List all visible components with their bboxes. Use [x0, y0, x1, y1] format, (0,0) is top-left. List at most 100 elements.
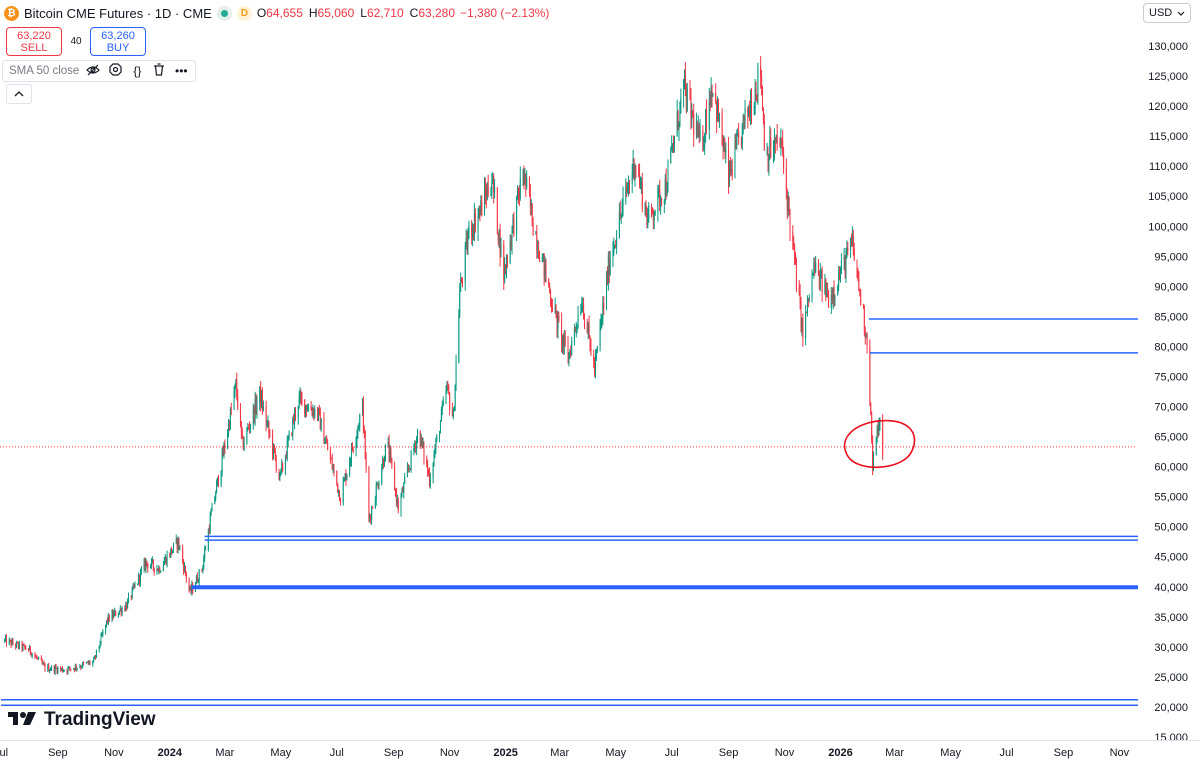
candle-body	[548, 278, 550, 287]
candle-body	[710, 88, 712, 105]
candle-body	[28, 649, 30, 651]
candle-body	[574, 327, 576, 329]
candle-body	[542, 253, 544, 258]
candle-body	[301, 397, 303, 400]
candle-body	[44, 664, 46, 671]
candle-body	[580, 311, 582, 315]
candle-body	[496, 187, 498, 234]
candle-body	[397, 500, 399, 512]
candle-body	[70, 668, 72, 670]
candle-body	[645, 203, 647, 215]
candle-body	[618, 211, 620, 238]
candle-body	[734, 141, 736, 177]
time-tick-label: Sep	[719, 747, 739, 759]
candle-body	[558, 315, 560, 321]
candle-body	[659, 188, 661, 207]
candle-body	[596, 346, 598, 352]
candle-body	[320, 418, 322, 430]
candle-body	[319, 411, 321, 430]
candle-body	[684, 75, 686, 88]
candle-body	[729, 161, 731, 173]
more-icon[interactable]: •••	[175, 64, 188, 78]
indicator-legend[interactable]: SMA 50 close {} •••	[2, 60, 197, 82]
candle-body	[256, 402, 258, 412]
buy-button[interactable]: 63,260 BUY	[90, 27, 146, 56]
collapse-legend-button[interactable]	[6, 84, 32, 104]
candle-body	[355, 440, 357, 451]
candle-body	[562, 335, 564, 347]
candle-body	[125, 604, 127, 611]
settings-icon[interactable]	[107, 63, 123, 79]
candle-body	[460, 279, 462, 292]
candle-body	[166, 554, 168, 565]
trash-icon[interactable]	[151, 63, 167, 79]
freehand-circle-annotation[interactable]	[843, 419, 916, 468]
candle-body	[800, 301, 802, 330]
eye-hidden-icon[interactable]	[85, 64, 101, 79]
candle-body	[243, 442, 245, 449]
candle-body	[847, 247, 849, 251]
candle-body	[736, 136, 738, 147]
candle-body	[132, 585, 134, 589]
candle-body	[339, 490, 341, 501]
delayed-data-badge[interactable]: D	[236, 5, 252, 21]
candle-body	[773, 151, 775, 156]
candlestick-series	[0, 56, 1136, 675]
candle-body	[478, 209, 480, 216]
candle-body	[593, 355, 595, 362]
candle-body	[754, 88, 756, 107]
tradingview-logo[interactable]: TradingView	[8, 709, 156, 731]
chevron-up-icon	[14, 91, 24, 97]
time-tick-label: Jul	[665, 747, 679, 759]
candle-body	[118, 610, 120, 614]
candle-body	[685, 87, 687, 110]
candle-body	[763, 120, 765, 151]
indicator-name[interactable]: SMA 50 close	[9, 65, 80, 77]
candle-body	[10, 640, 12, 646]
candle-body	[802, 318, 804, 339]
candle-body	[152, 560, 154, 568]
candle-body	[145, 560, 147, 570]
candle-body	[224, 444, 226, 449]
candle-body	[331, 459, 333, 469]
candle-body	[439, 421, 441, 434]
chevron-down-icon	[1177, 11, 1185, 16]
candle-body	[445, 392, 447, 400]
candle-body	[806, 298, 808, 313]
candle-body	[878, 424, 880, 436]
price-tick-label: 30,000	[1154, 642, 1188, 654]
bitcoin-icon[interactable]: ₿	[4, 5, 19, 21]
candle-body	[472, 230, 474, 236]
candle-body	[583, 305, 585, 319]
candle-body	[182, 547, 184, 562]
currency-selector[interactable]: USD	[1143, 3, 1191, 23]
candle-body	[22, 644, 24, 650]
price-axis-bg[interactable]	[1138, 0, 1200, 740]
sell-price: 63,220	[17, 29, 51, 42]
candle-body	[61, 668, 63, 670]
market-open-icon[interactable]	[216, 5, 232, 21]
sell-button[interactable]: 63,220 SELL	[6, 27, 62, 56]
candle-body	[83, 662, 85, 664]
candle-body	[95, 649, 97, 658]
candle-body	[163, 561, 165, 565]
candle-body	[459, 291, 461, 316]
symbol-title[interactable]: Bitcoin CME Futures · 1D · CME	[24, 5, 212, 21]
price-tick-label: 85,000	[1154, 311, 1188, 323]
candle-body	[658, 188, 660, 190]
candle-body	[628, 183, 630, 190]
candle-body	[875, 436, 877, 455]
candle-body	[47, 665, 49, 671]
candle-body	[519, 177, 521, 199]
candle-body	[860, 291, 862, 305]
candle-body	[858, 273, 860, 291]
candle-body	[735, 141, 737, 147]
candle-body	[561, 335, 563, 346]
time-axis-bg[interactable]	[0, 741, 1200, 768]
candle-body	[75, 665, 77, 669]
candle-body	[517, 188, 519, 196]
source-code-icon[interactable]: {}	[133, 64, 142, 78]
candle-body	[391, 457, 393, 466]
candle-body	[260, 386, 262, 406]
